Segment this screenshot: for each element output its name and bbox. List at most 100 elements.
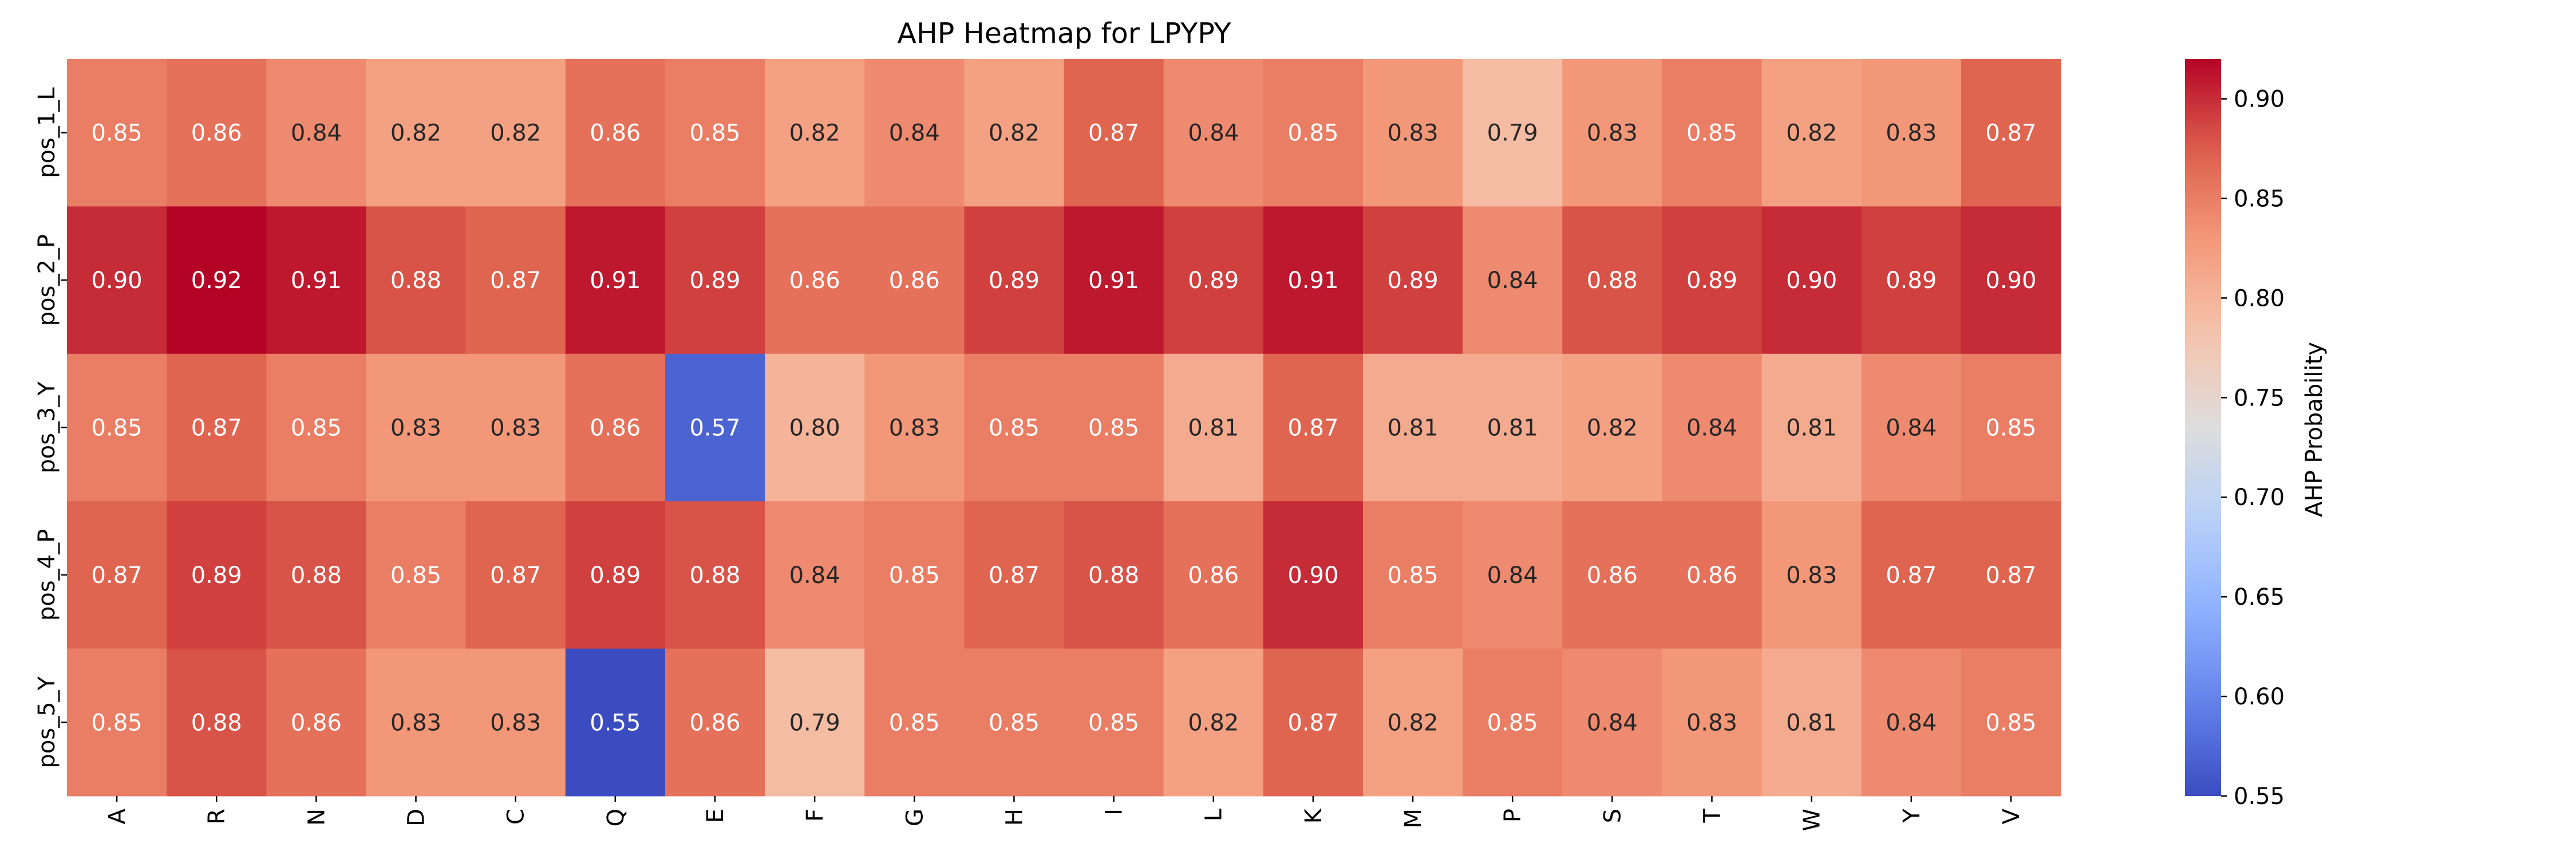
cell-value-label: 0.84: [1487, 267, 1538, 294]
cell-value-label: 0.80: [789, 415, 840, 442]
x-tick-label: L: [1201, 808, 1227, 821]
y-tick-label: pos_3_Y: [34, 381, 60, 474]
colorbar-tick-label: 0.65: [2234, 584, 2285, 610]
heatmap-cell: [266, 353, 366, 502]
cell-value-label: 0.85: [1287, 120, 1338, 147]
heatmap-cell: [964, 648, 1064, 797]
cell-value-label: 0.85: [989, 710, 1040, 736]
heatmap-cell: [565, 501, 666, 649]
y-tick-label: pos_5_Y: [34, 676, 60, 768]
cell-value-label: 0.84: [1886, 710, 1937, 736]
cell-value-label: 0.83: [889, 415, 940, 442]
x-tick-label: Q: [603, 809, 629, 826]
heatmap-cell: [1761, 353, 1862, 502]
cell-value-label: 0.87: [1985, 562, 2036, 589]
heatmap-cell: [67, 353, 167, 502]
heatmap-cell: [1861, 501, 1962, 649]
cell-value-label: 0.91: [291, 267, 342, 294]
x-tick-label: W: [1799, 809, 1826, 832]
cell-value-label: 0.85: [92, 710, 143, 736]
cell-value-label: 0.84: [1188, 120, 1239, 147]
heatmap-cell: [1163, 648, 1264, 797]
cell-value-label: 0.83: [490, 710, 541, 736]
cell-value-label: 0.82: [490, 120, 541, 147]
cell-value-label: 0.87: [191, 415, 242, 442]
heatmap-cell: [665, 648, 765, 797]
heatmap-cell: [765, 353, 865, 502]
cell-value-label: 0.84: [1587, 710, 1638, 736]
cell-value-label: 0.81: [1387, 415, 1438, 442]
x-tick-label: M: [1400, 809, 1427, 829]
heatmap-cell: [964, 206, 1064, 354]
cell-value-label: 0.89: [1188, 267, 1239, 294]
cell-value-label: 0.86: [789, 267, 840, 294]
heatmap-cell: [1362, 501, 1463, 649]
cell-value-label: 0.88: [1587, 267, 1638, 294]
cell-value-label: 0.91: [1287, 267, 1338, 294]
colorbar: 0.55 0.60 0.65 0.70 0.75 0.80 0.85 0.90: [2185, 59, 2285, 810]
heatmap-cell: [765, 648, 865, 797]
x-tick-label: G: [902, 809, 928, 826]
heatmap-cell: [864, 501, 965, 649]
x-tick-label: N: [303, 809, 330, 826]
cell-value-label: 0.89: [989, 267, 1040, 294]
x-tick-label: H: [1001, 809, 1028, 826]
heatmap-cell: [67, 501, 167, 649]
heatmap-cell: [266, 648, 366, 797]
heatmap-cell: [266, 501, 366, 649]
heatmap-cell: [366, 59, 467, 207]
heatmap-cell: [1463, 206, 1563, 354]
heatmap-cell: [565, 353, 666, 502]
heatmap-cell: [1961, 648, 2061, 797]
heatmap-cell: [1562, 59, 1662, 207]
heatmap-cell: [1861, 206, 1962, 354]
cell-value-label: 0.57: [689, 415, 740, 442]
cell-value-label: 0.84: [291, 120, 342, 147]
cell-value-label: 0.81: [1487, 415, 1538, 442]
cell-value-label: 0.88: [291, 562, 342, 589]
cell-value-label: 0.85: [989, 415, 1040, 442]
heatmap-cell: [765, 59, 865, 207]
cell-value-label: 0.87: [1088, 120, 1139, 147]
cell-value-label: 0.87: [490, 562, 541, 589]
heatmap-cell: [964, 353, 1064, 502]
heatmap-cell: [1463, 353, 1563, 502]
cell-value-label: 0.82: [1188, 710, 1239, 736]
heatmap-cell: [1064, 59, 1164, 207]
cell-value-label: 0.85: [1088, 415, 1139, 442]
heatmap-cell: [1961, 59, 2061, 207]
heatmap-cell: [565, 206, 666, 354]
cell-value-label: 0.86: [689, 710, 740, 736]
cell-value-label: 0.85: [1487, 710, 1538, 736]
heatmap-cell: [1064, 353, 1164, 502]
heatmap-cell: [1961, 353, 2061, 502]
cell-value-label: 0.83: [490, 415, 541, 442]
colorbar-tick-label: 0.85: [2234, 186, 2285, 212]
cell-value-label: 0.82: [789, 120, 840, 147]
cell-value-label: 0.86: [1188, 562, 1239, 589]
heatmap-cell: [665, 59, 765, 207]
cell-value-label: 0.90: [1786, 267, 1837, 294]
heatmap-cell: [266, 206, 366, 354]
cell-value-label: 0.83: [1786, 562, 1837, 589]
cell-value-label: 0.85: [889, 562, 940, 589]
x-tick-label: F: [802, 809, 828, 822]
heatmap-cell: [465, 59, 566, 207]
cell-value-label: 0.85: [1985, 415, 2036, 442]
heatmap-cell: [565, 648, 666, 797]
x-tick-label: C: [503, 809, 530, 825]
cell-value-label: 0.85: [1686, 120, 1737, 147]
cell-value-label: 0.89: [590, 562, 641, 589]
cell-value-label: 0.82: [1587, 415, 1638, 442]
heatmap-cell: [1064, 648, 1164, 797]
cell-value-label: 0.90: [92, 267, 143, 294]
colorbar-tick-label: 0.90: [2234, 86, 2285, 113]
heatmap-cell: [1761, 648, 1862, 797]
cell-value-label: 0.85: [689, 120, 740, 147]
heatmap-cell: [1861, 353, 1962, 502]
cell-value-label: 0.89: [191, 562, 242, 589]
heatmap-cell: [765, 206, 865, 354]
y-axis: pos_1_L pos_2_P pos_3_Y pos_4_P pos_5_Y: [34, 87, 67, 769]
heatmap-cell: [366, 206, 467, 354]
x-tick-label: D: [404, 809, 430, 826]
